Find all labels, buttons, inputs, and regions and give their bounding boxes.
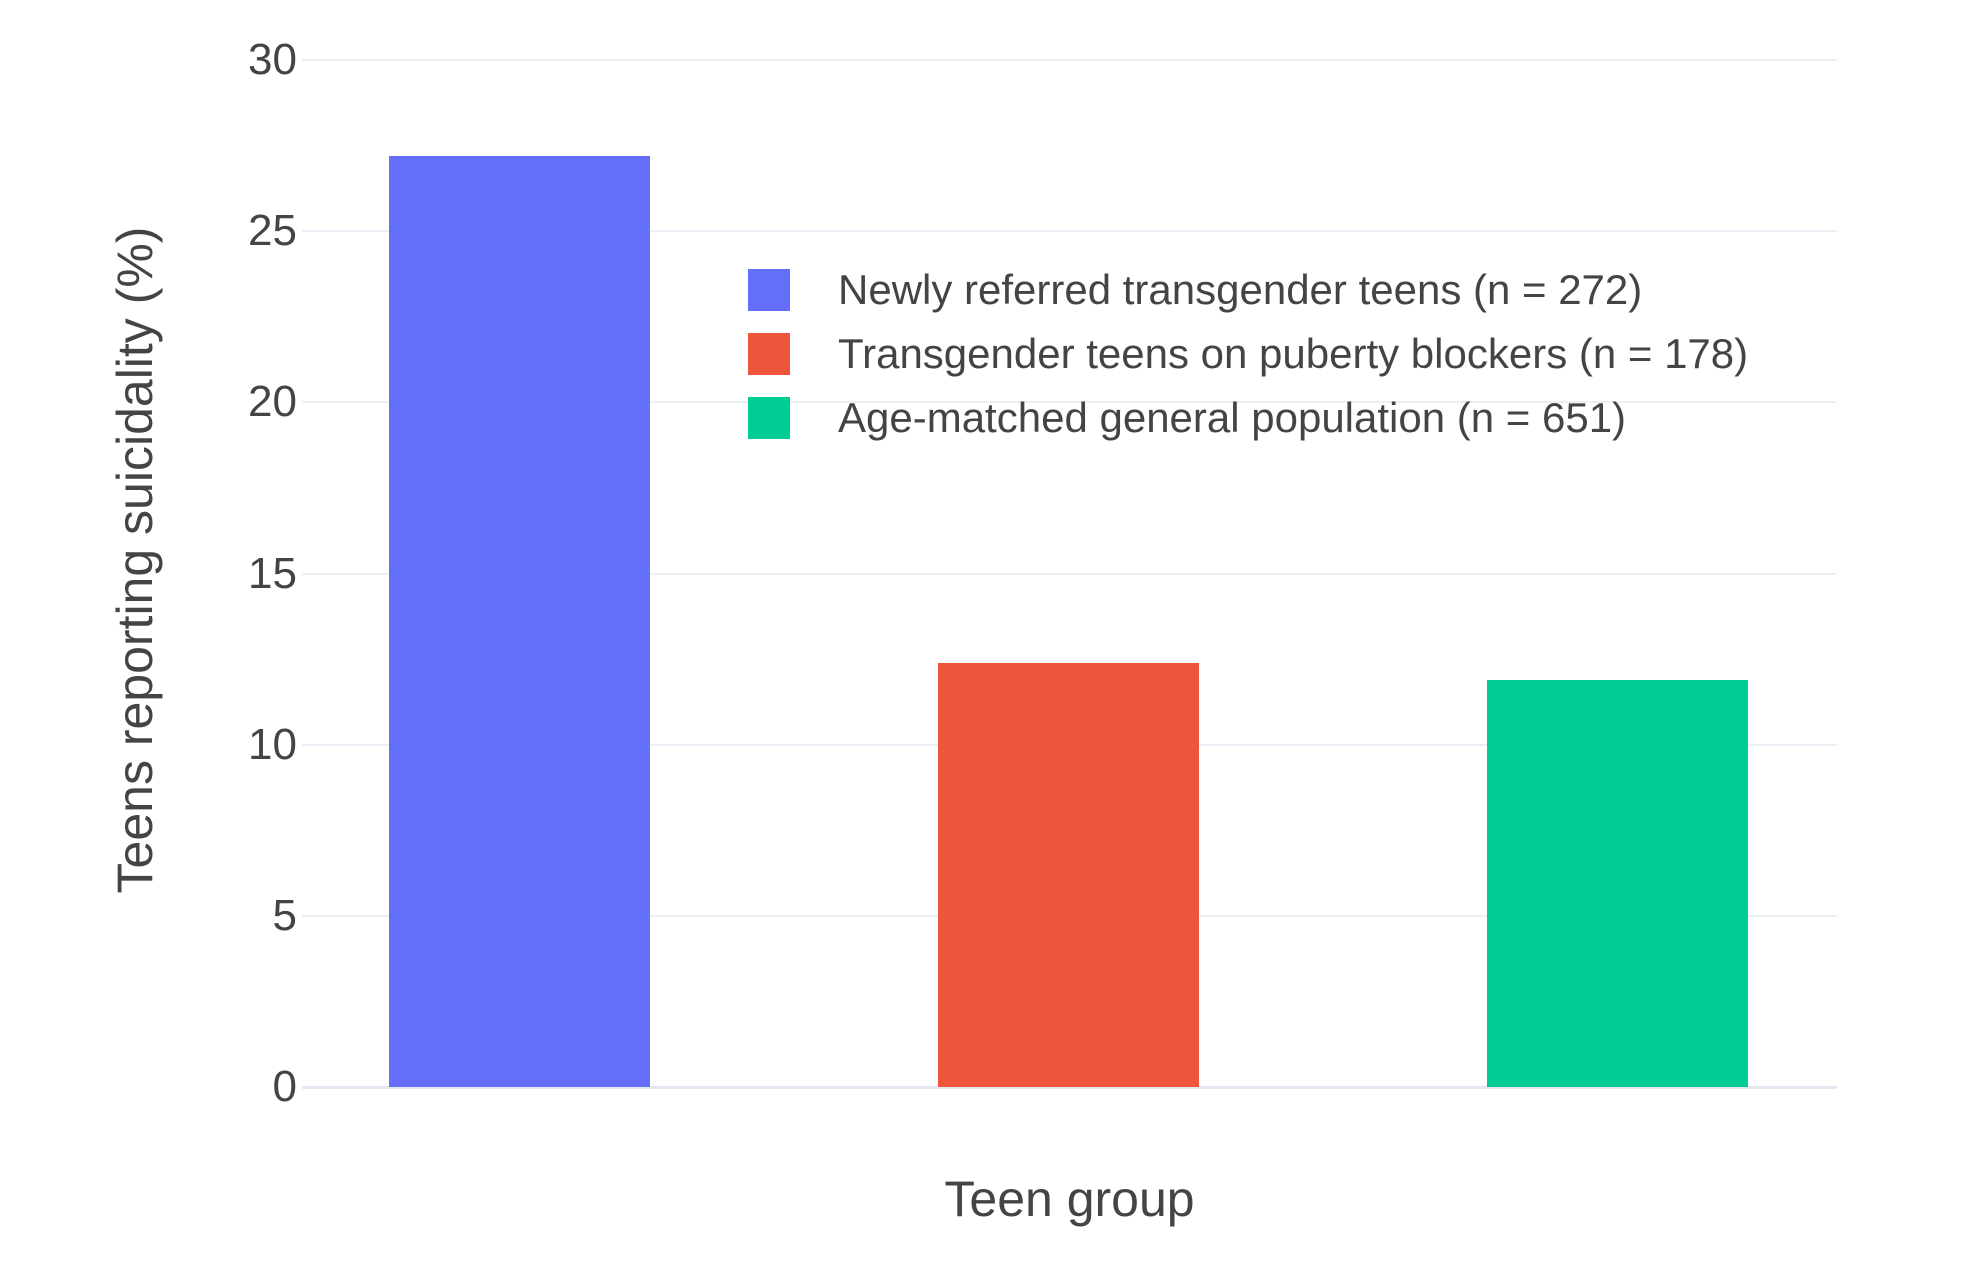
y-tick-label-5: 5	[272, 890, 297, 940]
gridline-20	[302, 401, 1837, 404]
x-axis-title: Teen group	[944, 1171, 1195, 1227]
legend-swatch-icon	[748, 269, 790, 311]
y-tick-label-25: 25	[248, 206, 297, 256]
legend: Newly referred transgender teens (n = 27…	[748, 258, 1748, 450]
bar-3	[1487, 679, 1748, 1087]
legend-label: Age-matched general population (n = 651)	[838, 394, 1627, 441]
y-tick-label-30: 30	[248, 35, 297, 84]
legend-swatch-icon	[748, 397, 790, 439]
gridline-25	[302, 230, 1837, 233]
y-tick-label-0: 0	[272, 1062, 297, 1111]
bar-2	[938, 662, 1199, 1087]
legend-item-3[interactable]: Age-matched general population (n = 651)	[748, 386, 1748, 450]
y-tick-label-15: 15	[248, 548, 297, 598]
bar-1	[389, 155, 650, 1087]
y-tick-label-10: 10	[248, 719, 297, 769]
gridline-30	[302, 59, 1837, 61]
plot-area	[302, 45, 1837, 1089]
gridline-15	[302, 572, 1837, 575]
legend-swatch-icon	[748, 333, 790, 375]
legend-label: Transgender teens on puberty blockers (n…	[838, 330, 1749, 377]
y-tick-label-20: 20	[248, 377, 297, 427]
zero-line	[302, 1086, 1837, 1089]
legend-item-1[interactable]: Newly referred transgender teens (n = 27…	[748, 258, 1748, 322]
legend-label: Newly referred transgender teens (n = 27…	[838, 266, 1643, 313]
legend-item-2[interactable]: Transgender teens on puberty blockers (n…	[748, 322, 1748, 386]
